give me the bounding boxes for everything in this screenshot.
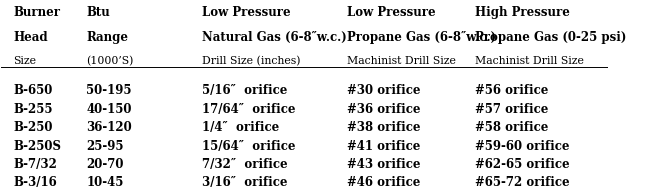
Text: Machinist Drill Size: Machinist Drill Size — [474, 56, 584, 66]
Text: Propane Gas (6-8″w.c.): Propane Gas (6-8″w.c.) — [347, 31, 497, 44]
Text: Range: Range — [86, 31, 128, 44]
Text: Burner: Burner — [14, 6, 60, 19]
Text: 7/32″  orifice: 7/32″ orifice — [202, 158, 287, 171]
Text: Natural Gas (6-8″w.c.): Natural Gas (6-8″w.c.) — [202, 31, 346, 44]
Text: Size: Size — [14, 56, 36, 66]
Text: #58 orifice: #58 orifice — [474, 122, 548, 134]
Text: High Pressure: High Pressure — [474, 6, 569, 19]
Text: B-3/16: B-3/16 — [14, 176, 57, 189]
Text: 3/16″  orifice: 3/16″ orifice — [202, 176, 287, 189]
Text: B-250S: B-250S — [14, 139, 62, 153]
Text: #46 orifice: #46 orifice — [347, 176, 421, 189]
Text: 20-70: 20-70 — [86, 158, 124, 171]
Text: 5/16″  orifice: 5/16″ orifice — [202, 84, 287, 97]
Text: B-7/32: B-7/32 — [14, 158, 57, 171]
Text: B-255: B-255 — [14, 103, 53, 116]
Text: 15/64″  orifice: 15/64″ orifice — [202, 139, 295, 153]
Text: 17/64″  orifice: 17/64″ orifice — [202, 103, 295, 116]
Text: #59-60 orifice: #59-60 orifice — [474, 139, 569, 153]
Text: #38 orifice: #38 orifice — [347, 122, 421, 134]
Text: #43 orifice: #43 orifice — [347, 158, 421, 171]
Text: Low Pressure: Low Pressure — [347, 6, 436, 19]
Text: (1000’S): (1000’S) — [86, 56, 134, 66]
Text: B-650: B-650 — [14, 84, 53, 97]
Text: Btu: Btu — [86, 6, 110, 19]
Text: 50-195: 50-195 — [86, 84, 132, 97]
Text: #62-65 orifice: #62-65 orifice — [474, 158, 569, 171]
Text: Head: Head — [14, 31, 48, 44]
Text: #41 orifice: #41 orifice — [347, 139, 421, 153]
Text: #30 orifice: #30 orifice — [347, 84, 421, 97]
Text: 40-150: 40-150 — [86, 103, 132, 116]
Text: B-250: B-250 — [14, 122, 53, 134]
Text: 36-120: 36-120 — [86, 122, 132, 134]
Text: Propane Gas (0-25 psi): Propane Gas (0-25 psi) — [474, 31, 626, 44]
Text: Machinist Drill Size: Machinist Drill Size — [347, 56, 456, 66]
Text: 10-45: 10-45 — [86, 176, 124, 189]
Text: #57 orifice: #57 orifice — [474, 103, 548, 116]
Text: #56 orifice: #56 orifice — [474, 84, 548, 97]
Text: #65-72 orifice: #65-72 orifice — [474, 176, 569, 189]
Text: 1/4″  orifice: 1/4″ orifice — [202, 122, 279, 134]
Text: #36 orifice: #36 orifice — [347, 103, 421, 116]
Text: Drill Size (inches): Drill Size (inches) — [202, 56, 300, 66]
Text: 25-95: 25-95 — [86, 139, 124, 153]
Text: Low Pressure: Low Pressure — [202, 6, 290, 19]
